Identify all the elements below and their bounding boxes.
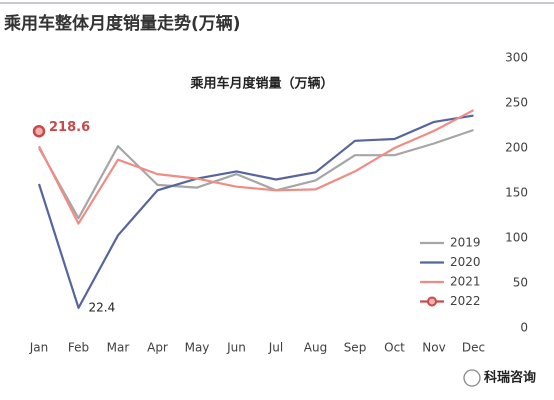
y-tick-label: 150 [505,186,528,200]
brand-icon [463,369,481,387]
y-tick-label: 250 [505,96,528,110]
x-tick-label: Jan [29,341,49,355]
x-tick-label: Jun [226,341,246,355]
x-tick-label: Sep [344,341,367,355]
x-tick-label: Aug [304,341,327,355]
legend-label: 2020 [450,255,481,269]
y-tick-label: 0 [520,321,528,335]
y-tick-label: 100 [505,231,528,245]
x-tick-label: Jul [268,341,283,355]
data-label: 218.6 [49,120,90,135]
legend-label: 2021 [450,275,481,289]
x-tick-label: May [185,341,210,355]
x-tick-label: Mar [107,341,130,355]
legend-label: 2019 [450,236,481,250]
data-label: 22.4 [89,300,116,314]
y-tick-label: 50 [513,276,528,290]
brand: 科瑞咨询 [484,370,536,386]
series-line [37,114,474,309]
page-title: 乘用车整体月度销量走势(万辆) [3,13,241,34]
y-tick-label: 300 [505,51,528,65]
x-tick-label: Oct [384,341,405,355]
x-tick-label: Apr [147,341,168,355]
series-line [38,128,474,220]
x-tick-label: Nov [422,341,445,355]
chart-title: 乘用车月度销量（万辆） [189,76,333,92]
series-line [38,109,475,225]
x-tick-label: Dec [462,341,485,355]
x-tick-label: Feb [68,341,89,355]
legend-label: 2022 [450,294,481,308]
legend-marker [427,296,437,307]
point-marker [32,125,46,138]
y-tick-label: 200 [505,141,528,155]
